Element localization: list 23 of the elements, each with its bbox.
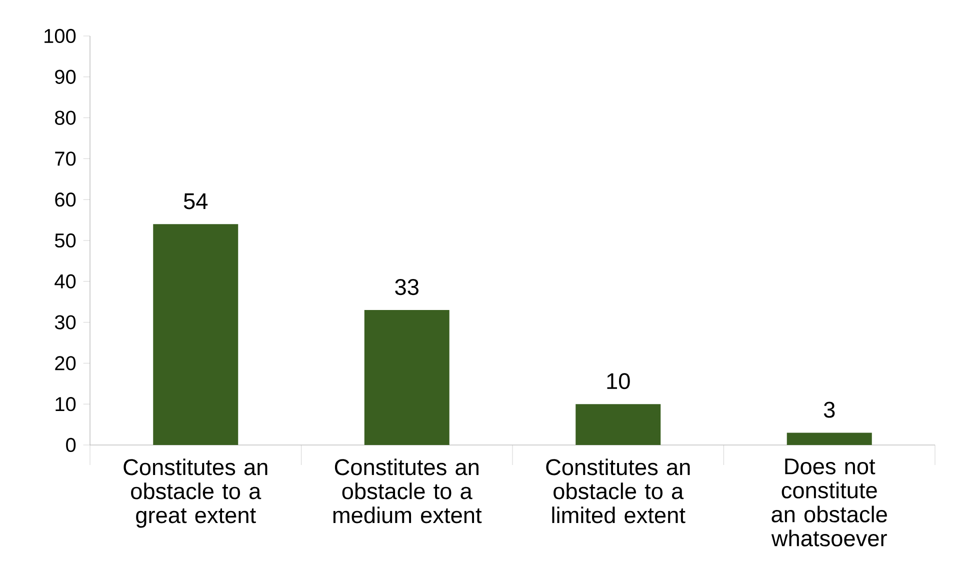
y-tick-label: 20 — [55, 356, 76, 370]
y-tick-label: 10 — [56, 397, 76, 412]
bar — [786, 432, 872, 445]
x-tick-label: Constitutes an obstacle to a medium extent — [333, 458, 482, 524]
y-tick-label: 80 — [55, 110, 76, 125]
x-tick-label: Constitutes an obstacle to a limited extent — [546, 458, 690, 524]
x-tick-label: Does not constitute an obstacle whatsoever — [771, 458, 887, 546]
y-tick-label: 90 — [55, 70, 76, 84]
y-tick-label: 30 — [54, 315, 76, 330]
bar — [364, 310, 450, 445]
y-tick-label: 100 — [44, 28, 76, 44]
y-tick-label: 0 — [66, 438, 76, 452]
y-tick-label: 70 — [55, 152, 76, 166]
x-tick-label: Constitutes an obstacle to a great extent — [124, 458, 268, 528]
data-label: 3 — [824, 402, 835, 418]
bar — [576, 404, 661, 445]
y-tick-label: 50 — [54, 233, 76, 248]
data-label: 10 — [607, 373, 630, 390]
bar — [153, 224, 238, 445]
data-label: 33 — [395, 279, 418, 296]
y-tick-label: 60 — [55, 192, 76, 207]
data-label: 54 — [184, 193, 208, 210]
y-tick-label: 40 — [54, 274, 76, 288]
